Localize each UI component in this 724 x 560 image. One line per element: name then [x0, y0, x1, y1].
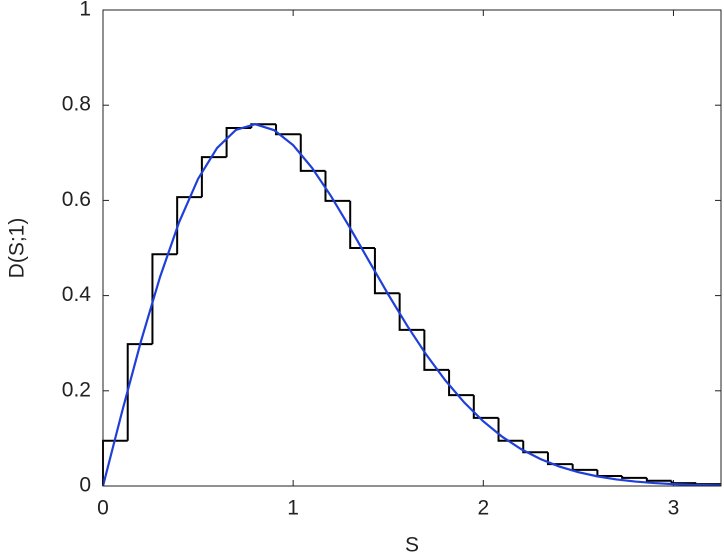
histogram-step	[373, 248, 400, 295]
histogram-step	[275, 124, 301, 136]
x-tick-label: 2	[477, 497, 489, 520]
histogram-step	[596, 469, 623, 478]
x-tick-label: 3	[668, 497, 680, 520]
y-tick-label: 0.2	[62, 378, 91, 401]
fit-curve	[101, 123, 722, 487]
histogram-step	[349, 200, 375, 249]
y-tick-label: 1	[79, 0, 91, 21]
y-tick-label: 0.6	[62, 188, 91, 211]
histogram-step	[225, 127, 252, 158]
histogram-step	[324, 170, 351, 202]
x-axis-label: S	[405, 534, 419, 557]
histogram-step	[472, 395, 499, 419]
y-axis-label: D(S;1)	[6, 218, 29, 279]
histogram-step	[621, 476, 647, 479]
histogram-step	[200, 156, 227, 198]
histogram-step	[497, 417, 524, 442]
histogram-step	[398, 293, 425, 331]
histogram-step	[670, 480, 697, 485]
histogram-step	[645, 477, 672, 482]
x-tick-label: 0	[97, 497, 109, 520]
histogram-step	[299, 134, 326, 172]
y-tick-label: 0.4	[62, 283, 92, 306]
histogram-step	[522, 440, 548, 454]
plot-frame	[102, 9, 722, 487]
histogram-step	[571, 464, 598, 471]
histogram-step	[176, 196, 202, 255]
histogram-step	[546, 452, 573, 466]
y-tick-label: 0	[79, 474, 91, 497]
histogram-step	[151, 253, 178, 345]
histogram-step	[126, 343, 153, 441]
histogram-step	[423, 329, 450, 371]
histogram-step	[448, 369, 474, 397]
histogram-step	[102, 439, 128, 486]
x-tick-label: 1	[287, 497, 299, 520]
y-tick-label: 0.8	[62, 93, 91, 116]
